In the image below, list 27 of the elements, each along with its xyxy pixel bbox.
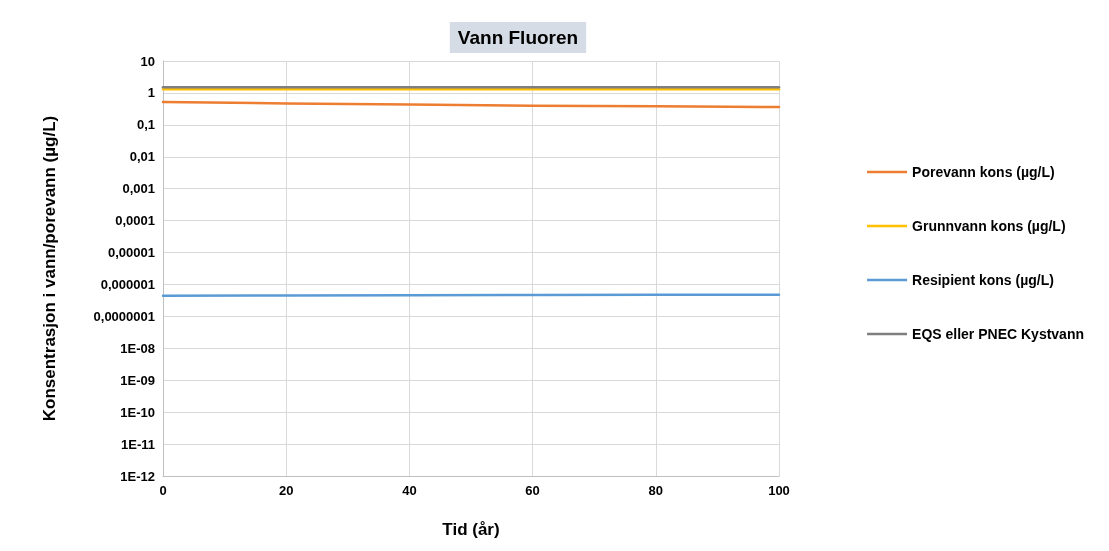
y-tick-label: 10 xyxy=(140,53,155,69)
chart-title: Vann Fluoren xyxy=(457,27,579,48)
y-tick-label: 1E-10 xyxy=(120,404,155,420)
x-tick-label: 0 xyxy=(159,483,167,498)
y-tick-label: 1E-09 xyxy=(120,372,155,388)
y-tick-label: 0,0001 xyxy=(115,213,155,229)
x-tick-label: 60 xyxy=(525,483,540,498)
y-tick-label: 0,001 xyxy=(122,181,155,197)
y-tick-label: 0,00001 xyxy=(108,245,155,261)
y-tick-label: 0,1 xyxy=(136,117,155,133)
x-tick-label: 100 xyxy=(768,483,790,498)
y-tick-label: 1E-11 xyxy=(121,436,155,452)
y-tick-label: 0,01 xyxy=(129,149,155,165)
x-tick-label: 40 xyxy=(402,483,417,498)
y-tick-label: 0,000001 xyxy=(100,276,155,292)
legend-label: Grunnvann kons (µg/L) xyxy=(912,218,1066,234)
y-axis-title: Konsentrasjon i vann/porevann (µg/L) xyxy=(40,115,59,422)
legend-label: EQS eller PNEC Kystvann xyxy=(912,326,1084,342)
x-tick-label: 80 xyxy=(648,483,664,498)
y-tick-label: 1E-12 xyxy=(120,468,155,484)
y-tick-label: 1E-08 xyxy=(120,340,155,356)
x-axis-title: Tid (år) xyxy=(442,520,500,539)
y-tick-label: 0,0000001 xyxy=(93,308,155,324)
legend-label: Porevann kons (µg/L) xyxy=(912,164,1055,180)
x-tick-label: 20 xyxy=(278,483,294,498)
legend-label: Resipient kons (µg/L) xyxy=(912,272,1054,288)
y-tick-label: 1 xyxy=(147,85,155,101)
